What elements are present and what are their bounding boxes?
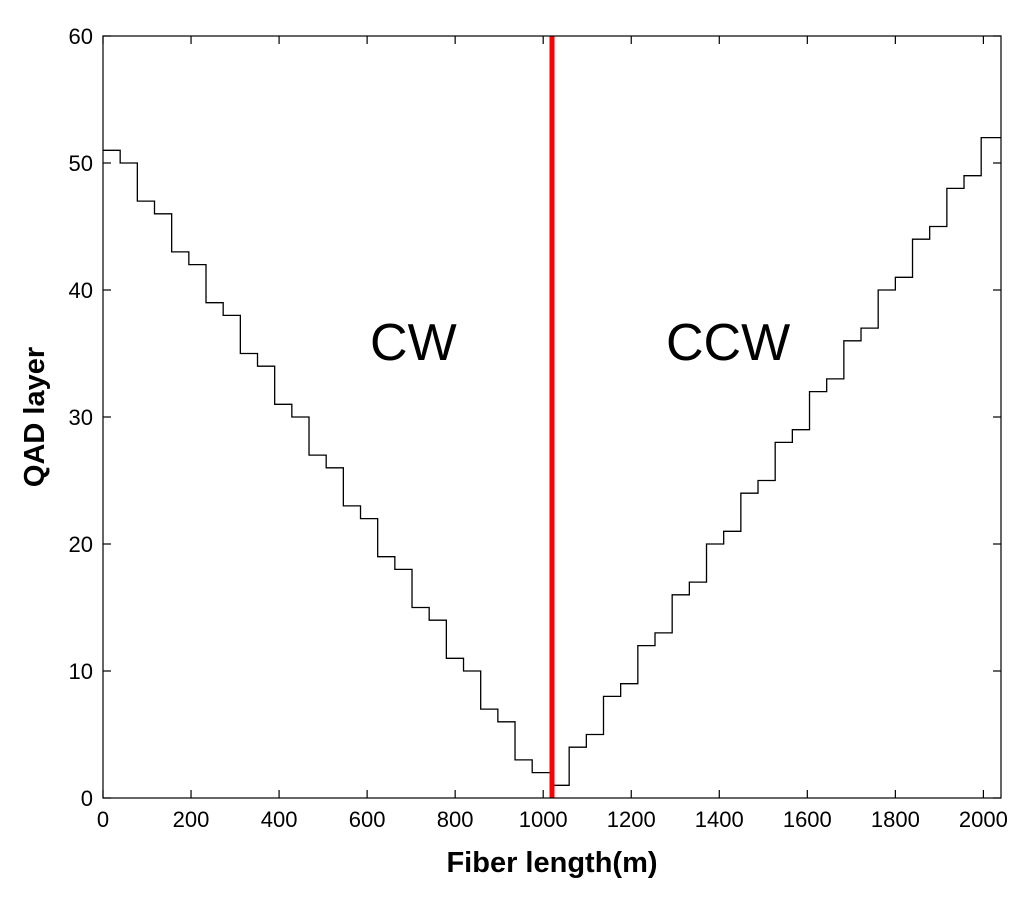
y-tick-label: 40 (69, 278, 93, 303)
annotation-label: CCW (666, 314, 790, 372)
plot-frame (102, 35, 1002, 799)
annotation-label: CW (370, 314, 457, 372)
y-axis-title: QAD layer (19, 347, 51, 487)
y-tick-label: 10 (69, 659, 93, 684)
x-tick-label: 1000 (519, 807, 568, 832)
y-tick-label: 60 (69, 24, 93, 49)
y-tick-label: 50 (69, 151, 93, 176)
x-tick-label: 0 (97, 807, 109, 832)
y-tick-label: 20 (69, 532, 93, 557)
y-tick-label: 0 (81, 786, 93, 811)
x-tick-label: 1600 (783, 807, 832, 832)
x-tick-label: 1800 (871, 807, 920, 832)
x-tick-label: 1200 (607, 807, 656, 832)
x-tick-label: 1400 (695, 807, 744, 832)
x-tick-label: 200 (173, 807, 210, 832)
x-tick-label: 2000 (959, 807, 1008, 832)
x-tick-label: 600 (349, 807, 386, 832)
x-tick-label: 400 (261, 807, 298, 832)
labels-layer: 0 200 400 600 800 1000 1200 1400 1600 1800 2000 0 10… (69, 24, 1008, 832)
y-tick-label: 30 (69, 405, 93, 430)
x-axis-title: Fiber length(m) (446, 847, 657, 879)
x-tick-label: 800 (437, 807, 474, 832)
